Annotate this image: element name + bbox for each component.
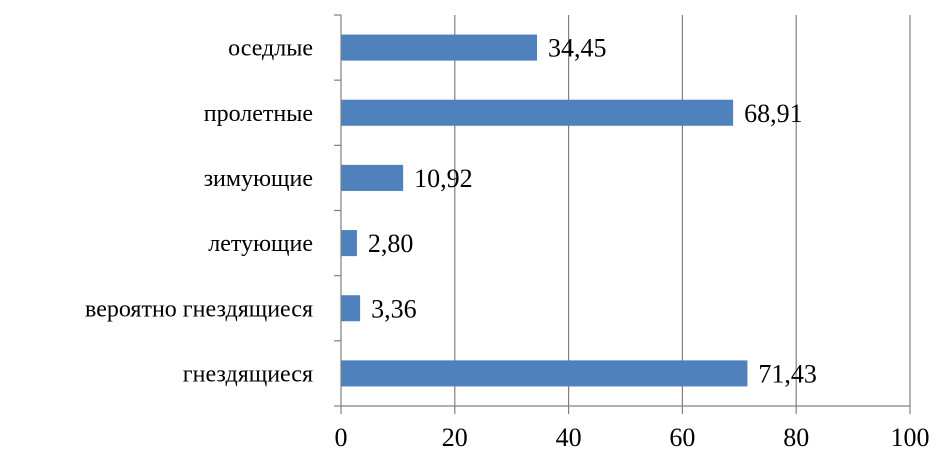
labels-layer: 0 20 40 60 80 100 оседлые 34,45 пролетные 68,91 зи…	[85, 34, 929, 452]
x-tick-label: 80	[783, 423, 809, 452]
bars-layer	[341, 34, 748, 387]
bar	[341, 360, 748, 387]
bar	[341, 230, 357, 257]
category-label: пролетные	[204, 101, 313, 127]
data-label: 68,91	[744, 99, 803, 128]
data-label: 10,92	[414, 164, 473, 193]
category-label: летующие	[208, 231, 313, 257]
category-label: гнездящиеся	[183, 361, 313, 387]
axis-layer	[334, 14, 911, 414]
data-label: 34,45	[548, 34, 607, 63]
bar	[341, 164, 404, 191]
x-tick-label: 20	[442, 423, 468, 452]
category-label: оседлые	[228, 36, 313, 62]
bar	[341, 295, 361, 322]
bar	[341, 99, 734, 126]
data-label: 3,36	[371, 294, 417, 323]
x-tick-label: 40	[556, 423, 582, 452]
x-tick-label: 0	[335, 423, 348, 452]
data-label: 71,43	[758, 359, 817, 388]
grid-layer	[454, 15, 911, 406]
category-label: вероятно гнездящиеся	[85, 296, 313, 322]
x-tick-label: 60	[669, 423, 695, 452]
bar	[341, 34, 538, 61]
data-label: 2,80	[368, 229, 414, 258]
category-label: зимующие	[204, 166, 313, 192]
x-tick-label: 100	[891, 423, 930, 452]
